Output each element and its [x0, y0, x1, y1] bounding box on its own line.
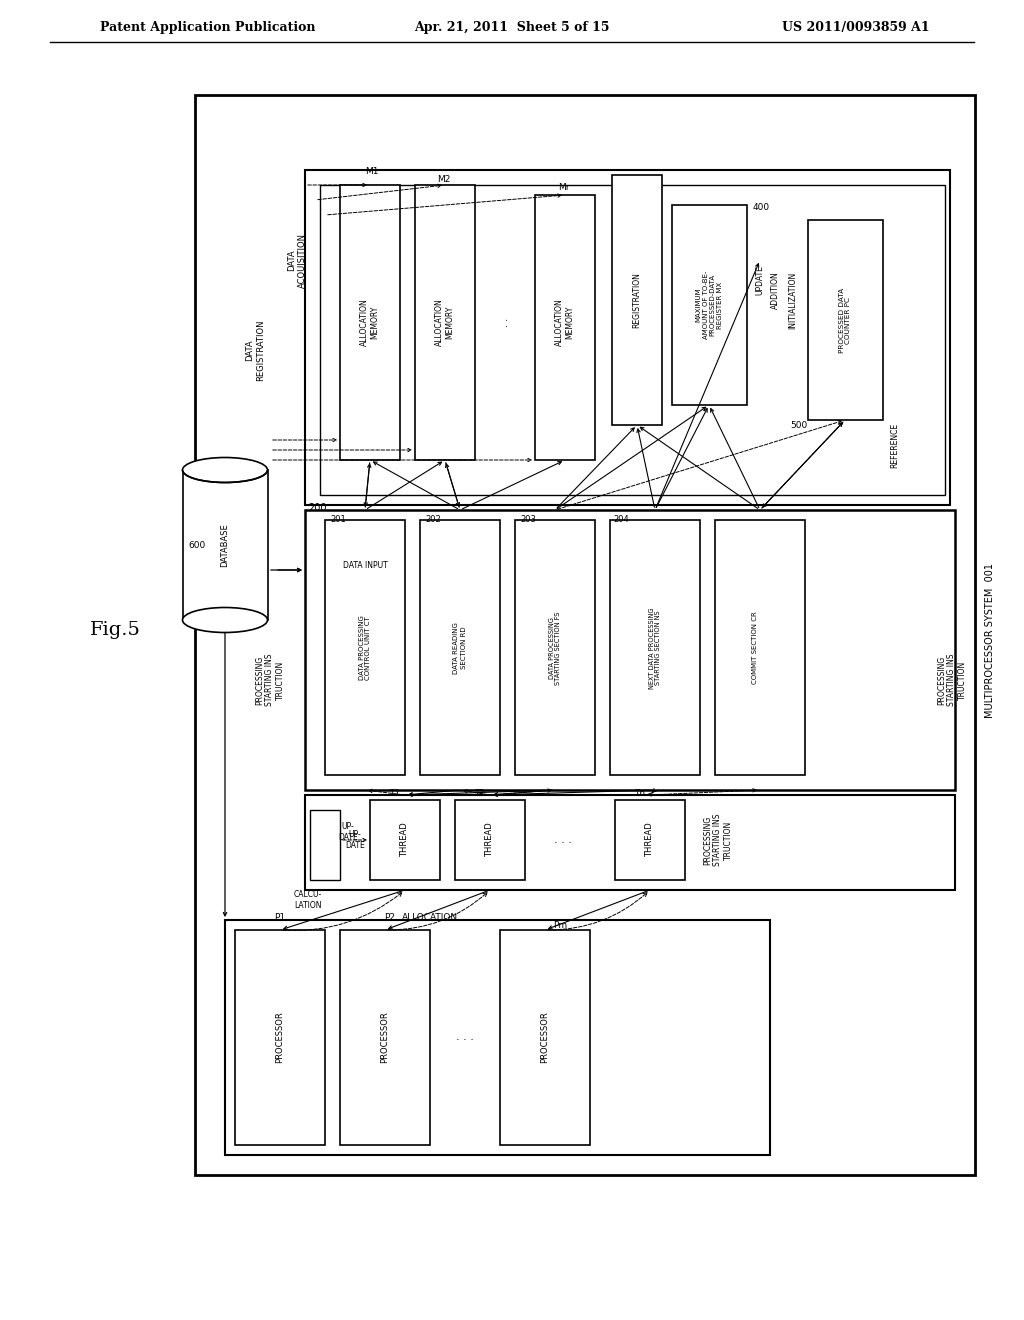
Text: DATA
ACQUISITION: DATA ACQUISITION — [288, 232, 307, 288]
Text: MULTIPROCESSOR SYSTEM  001: MULTIPROCESSOR SYSTEM 001 — [985, 562, 995, 718]
Text: PROCESSOR: PROCESSOR — [381, 1011, 389, 1063]
Text: Apr. 21, 2011  Sheet 5 of 15: Apr. 21, 2011 Sheet 5 of 15 — [415, 21, 609, 33]
Bar — [535, 195, 595, 459]
Bar — [310, 810, 340, 880]
Text: US 2011/0093859 A1: US 2011/0093859 A1 — [782, 21, 930, 33]
Text: 201: 201 — [330, 516, 346, 524]
Bar — [715, 520, 805, 775]
Text: 204: 204 — [613, 516, 629, 524]
FancyArrowPatch shape — [388, 892, 487, 931]
Text: THREAD: THREAD — [485, 822, 495, 858]
FancyArrowPatch shape — [548, 892, 647, 931]
Bar — [195, 95, 975, 1175]
Text: M2: M2 — [437, 176, 451, 185]
Text: DATA PROCESSING
CONTROL UNIT CT: DATA PROCESSING CONTROL UNIT CT — [358, 615, 372, 680]
Text: Patent Application Publication: Patent Application Publication — [100, 21, 315, 33]
Text: ADDITION: ADDITION — [770, 271, 779, 309]
Bar — [455, 800, 525, 880]
Text: PROCESSED DATA
COUNTER PC: PROCESSED DATA COUNTER PC — [839, 288, 852, 352]
Text: UPDATE: UPDATE — [756, 265, 765, 294]
Text: 203: 203 — [520, 516, 536, 524]
Bar — [325, 520, 406, 775]
Text: 500: 500 — [790, 421, 807, 429]
Text: DATA READING
SECTION RD: DATA READING SECTION RD — [454, 622, 467, 675]
Text: Fig.5: Fig.5 — [90, 620, 141, 639]
Text: 202: 202 — [425, 516, 440, 524]
Text: ALLOCATION
MEMORY: ALLOCATION MEMORY — [435, 298, 455, 346]
Bar — [319, 185, 945, 495]
Bar — [305, 795, 955, 890]
Bar — [183, 470, 268, 620]
Text: Tn: Tn — [635, 788, 645, 797]
Text: 600: 600 — [188, 540, 206, 549]
Text: UP-
DATE: UP- DATE — [345, 830, 365, 850]
Bar — [500, 931, 590, 1144]
Text: P1: P1 — [274, 912, 286, 921]
Bar — [305, 510, 955, 789]
Bar — [420, 520, 500, 775]
Text: 200: 200 — [308, 503, 327, 513]
Text: ALLOCATION
MEMORY: ALLOCATION MEMORY — [555, 298, 574, 346]
Bar — [340, 931, 430, 1144]
Text: COMMIT SECTION CR: COMMIT SECTION CR — [752, 611, 758, 684]
Bar — [340, 185, 400, 459]
Text: 400: 400 — [753, 203, 770, 213]
Text: REGISTRATION: REGISTRATION — [633, 272, 641, 327]
Text: PROCESSING
STARTING INS
TRUCTION: PROCESSING STARTING INS TRUCTION — [703, 813, 733, 866]
Bar — [415, 185, 475, 459]
Text: ALLOCATION
MEMORY: ALLOCATION MEMORY — [360, 298, 380, 346]
Text: UP-
DATE: UP- DATE — [338, 822, 357, 842]
Ellipse shape — [182, 607, 267, 632]
Text: Mr: Mr — [558, 183, 569, 193]
Text: T1: T1 — [389, 788, 400, 797]
Text: INITIALIZATION: INITIALIZATION — [788, 272, 798, 329]
Text: PROCESSOR: PROCESSOR — [275, 1011, 285, 1063]
Bar — [610, 520, 700, 775]
Text: DATA INPUT: DATA INPUT — [343, 561, 387, 569]
Bar — [225, 920, 770, 1155]
Bar — [234, 931, 325, 1144]
FancyArrowPatch shape — [283, 892, 402, 931]
Bar — [305, 170, 950, 506]
Text: T2: T2 — [474, 788, 485, 797]
Ellipse shape — [182, 458, 267, 483]
Text: DATA
REGISTRATION: DATA REGISTRATION — [246, 319, 264, 380]
Bar — [515, 520, 595, 775]
Text: M1: M1 — [365, 168, 379, 177]
Text: CALCU-
LATION: CALCU- LATION — [294, 890, 323, 909]
Text: P2: P2 — [384, 912, 395, 921]
Text: DATA PROCESSING
STARTING SECTION FS: DATA PROCESSING STARTING SECTION FS — [549, 611, 561, 685]
Text: . . .: . . . — [456, 1032, 474, 1041]
Bar — [808, 220, 883, 420]
Bar — [370, 800, 440, 880]
Text: DATABASE: DATABASE — [220, 523, 229, 566]
Text: PROCESSOR: PROCESSOR — [541, 1011, 550, 1063]
Bar — [615, 800, 685, 880]
Text: MAXIMUM
AMOUNT OF TO-BE-
PROCESSED-DATA
REGISTER MX: MAXIMUM AMOUNT OF TO-BE- PROCESSED-DATA … — [695, 271, 723, 339]
Text: ALLOCATION: ALLOCATION — [402, 912, 458, 921]
Text: REFERENCE: REFERENCE — [891, 422, 899, 467]
Text: . . .: . . . — [554, 836, 572, 845]
Text: NEXT DATA PROCESSING
STARTING SECTION NS: NEXT DATA PROCESSING STARTING SECTION NS — [648, 607, 662, 689]
Text: PROCESSING
STARTING INS
TRUCTION: PROCESSING STARTING INS TRUCTION — [937, 653, 967, 706]
Text: THREAD: THREAD — [400, 822, 410, 858]
Bar — [672, 205, 746, 405]
Text: PROCESSING
STARTING INS
TRUCTION: PROCESSING STARTING INS TRUCTION — [255, 653, 285, 706]
Text: . .: . . — [500, 317, 510, 326]
Text: Pm: Pm — [553, 920, 567, 929]
Text: THREAD: THREAD — [645, 822, 654, 858]
Bar — [612, 176, 662, 425]
